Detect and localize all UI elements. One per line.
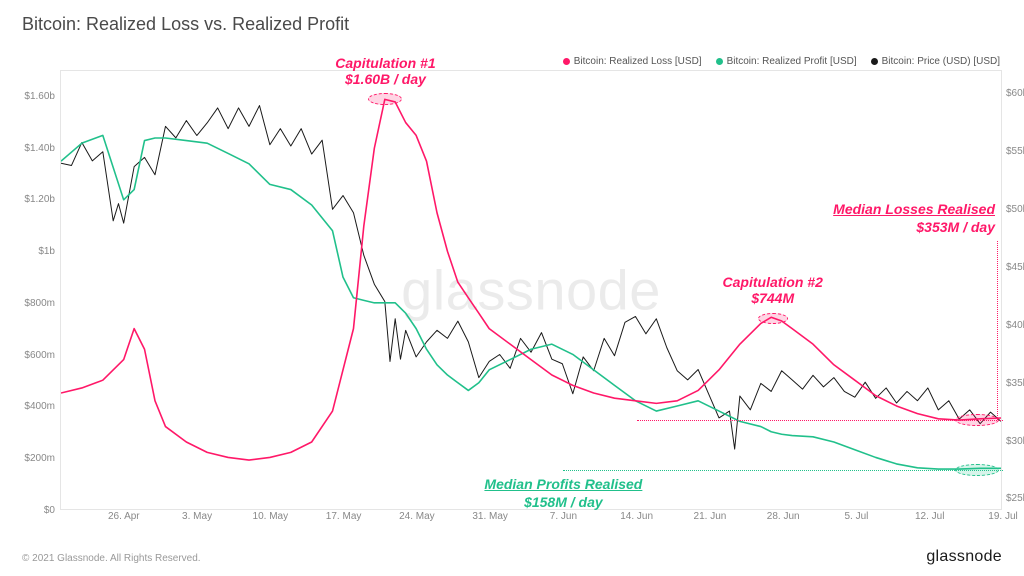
legend-dot (871, 58, 878, 65)
y-right-tick: $50k (1006, 204, 1024, 215)
legend-item-price: Bitcoin: Price (USD) [USD] (871, 56, 1000, 67)
median-connector (997, 241, 998, 420)
x-tick: 5. Jul (845, 511, 869, 522)
x-axis: 26. Apr 3. May 10. May 17. May 24. May 31. Ma… (61, 511, 1001, 527)
copyright-text: © 2021 Glassnode. All Rights Reserved. (22, 553, 201, 564)
x-tick: 31. May (472, 511, 508, 522)
legend-item-profit: Bitcoin: Realized Profit [USD] (716, 56, 857, 67)
y-right-tick: $35k (1006, 378, 1024, 389)
median-marker (955, 464, 999, 476)
y-left-tick: $1.60b (11, 91, 55, 102)
legend: Bitcoin: Realized Loss [USD] Bitcoin: Re… (563, 56, 1000, 67)
x-tick: 19. Jul (988, 511, 1017, 522)
y-left-tick: $600m (11, 350, 55, 361)
x-tick: 12. Jul (915, 511, 944, 522)
x-tick: 10. May (253, 511, 289, 522)
y-axis-right: $25k $30k $35k $40k $45k $50k $55k $60k (1002, 71, 1024, 509)
x-tick: 26. Apr (108, 511, 140, 522)
median-label: Median Profits Realised$158M / day (484, 476, 642, 511)
x-tick: 14. Jun (620, 511, 653, 522)
x-tick: 7. Jun (550, 511, 577, 522)
median-line (563, 470, 1003, 471)
y-left-tick: $1.40b (11, 143, 55, 154)
y-left-tick: $1.20b (11, 194, 55, 205)
y-axis-left: $0$200m$400m$600m$800m$1b$1.20b$1.40b$1.… (11, 71, 59, 509)
median-label: Median Losses Realised$353M / day (833, 201, 995, 236)
chart-plot (61, 71, 1001, 509)
x-tick: 28. Jun (767, 511, 800, 522)
y-right-tick: $45k (1006, 262, 1024, 273)
y-left-tick: $200m (11, 453, 55, 464)
median-marker (955, 414, 999, 426)
legend-dot (716, 58, 723, 65)
chart-area: glassnode $0$200m$400m$600m$800m$1b$1.20… (60, 70, 1002, 510)
x-tick: 24. May (399, 511, 435, 522)
legend-dot (563, 58, 570, 65)
x-tick: 21. Jun (694, 511, 727, 522)
y-left-tick: $400m (11, 401, 55, 412)
y-right-tick: $25k (1006, 493, 1024, 504)
median-line (637, 420, 1003, 421)
y-right-tick: $30k (1006, 436, 1024, 447)
x-tick: 17. May (326, 511, 362, 522)
y-right-tick: $60k (1006, 88, 1024, 99)
x-tick: 3. May (182, 511, 212, 522)
legend-item-loss: Bitcoin: Realized Loss [USD] (563, 56, 702, 67)
legend-label: Bitcoin: Realized Loss [USD] (574, 56, 702, 67)
y-right-tick: $40k (1006, 320, 1024, 331)
y-left-tick: $800m (11, 298, 55, 309)
y-left-tick: $1b (11, 246, 55, 257)
y-left-tick: $0 (11, 505, 55, 516)
legend-label: Bitcoin: Realized Profit [USD] (727, 56, 857, 67)
capitulation-marker (758, 313, 788, 324)
legend-label: Bitcoin: Price (USD) [USD] (882, 56, 1000, 67)
y-right-tick: $55k (1006, 146, 1024, 157)
chart-title: Bitcoin: Realized Loss vs. Realized Prof… (22, 14, 349, 35)
brand-logo: glassnode (926, 548, 1002, 566)
